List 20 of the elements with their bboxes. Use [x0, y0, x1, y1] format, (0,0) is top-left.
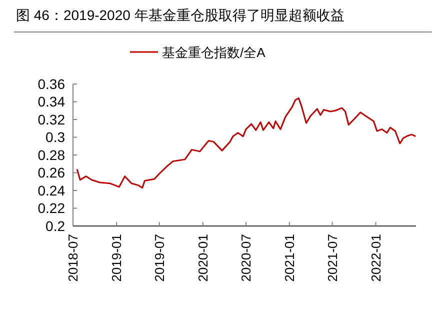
x-tick-label: 2022-01 [368, 234, 384, 282]
legend-label: 基金重仓指数/全A [162, 45, 266, 60]
y-tick-label: 0.34 [38, 94, 66, 110]
chart-title: 图 46：2019-2020 年基金重仓股取得了明显超额收益 [16, 7, 344, 23]
x-tick-label: 2019-01 [109, 234, 124, 282]
x-tick-label: 2021-07 [324, 234, 340, 282]
y-tick-label: 0.32 [38, 111, 66, 128]
y-tick-label: 0.3 [46, 129, 66, 146]
line-series [76, 97, 416, 189]
y-tick-label: 0.28 [38, 146, 66, 163]
x-tick-label: 2021-01 [282, 234, 297, 282]
x-tick-label: 2020-01 [195, 234, 210, 282]
y-tick-label: 0.2 [46, 218, 66, 234]
y-tick-label: 0.26 [38, 164, 66, 181]
y-tick-label: 0.22 [38, 200, 66, 216]
x-tick-label: 2019-07 [152, 234, 167, 282]
y-tick-label: 0.36 [38, 76, 66, 92]
y-tick-label: 0.24 [38, 182, 66, 198]
x-tick-label: 2018-07 [66, 234, 81, 282]
x-tick-label: 2020-07 [238, 234, 254, 282]
